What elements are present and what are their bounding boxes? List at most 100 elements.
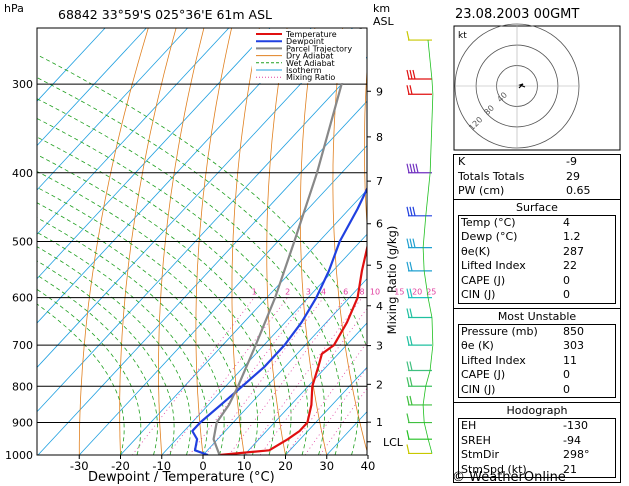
index-label: Totals Totals <box>458 169 525 183</box>
wind-barb-feather <box>409 308 413 318</box>
isotherm-line <box>37 28 106 102</box>
mixing-ratio-line <box>189 297 309 455</box>
wind-trace <box>429 94 434 173</box>
wind-trace <box>423 270 429 298</box>
series-line-temperature <box>219 243 367 455</box>
temperature-tick-label: 10 <box>237 459 252 473</box>
wind-barb-feather <box>412 69 416 80</box>
mixing-ratio-label: 3 <box>306 288 311 297</box>
legend-label: Dry Adiabat <box>286 52 333 61</box>
wind-barb-feather <box>409 395 413 406</box>
wet-adiabat-line <box>37 170 275 455</box>
wind-barb-feather <box>409 69 413 80</box>
wind-barb-feather <box>406 413 410 423</box>
legend-label: Parcel Trajectory <box>286 44 352 53</box>
dry-adiabat-line <box>395 28 451 455</box>
datetime-label: 23.08.2003 00GMT <box>455 7 580 22</box>
index-value: 0.65 <box>566 184 591 197</box>
wind-trace <box>425 172 431 216</box>
temperature-tick-label: 40 <box>361 459 376 473</box>
wind-barb-feather <box>406 288 410 298</box>
most-unstable-title: Most Unstable <box>497 309 577 323</box>
index-row: K -9 <box>454 155 620 170</box>
isotherm-line <box>202 278 367 455</box>
most-unstable-section: Most Unstable Pressure (mb) 850 θe (K) 303 L… <box>454 307 620 398</box>
wind-trace <box>427 439 433 454</box>
index-value: 29 <box>566 169 580 183</box>
wind-barb-feather <box>412 206 416 216</box>
dry-adiabat-line <box>266 28 288 455</box>
surface-row: Temp (°C) 4 <box>459 216 615 231</box>
mixing-ratio-line <box>167 297 288 455</box>
mixing-ratio-label: 2 <box>285 288 290 297</box>
wind-barb-feather <box>409 361 413 371</box>
wind-barb-feather <box>409 377 413 387</box>
hodograph-label: StmSpd (kt) <box>461 462 527 476</box>
wet-adiabat-line <box>37 274 158 455</box>
surface-value: 0 <box>563 273 570 287</box>
wind-barb-feather <box>406 69 410 80</box>
altitude-tick-label: 4 <box>376 300 383 313</box>
wind-barb-feather <box>409 238 413 248</box>
isotherm-line <box>37 28 147 147</box>
surface-label: Lifted Index <box>461 259 526 272</box>
wet-adiabat-line <box>37 288 142 455</box>
mixing-ratio-label: 8 <box>359 288 364 297</box>
hodograph-label: StmDir <box>461 448 500 461</box>
surface-value: 0 <box>563 288 570 301</box>
altitude-tick-label: 1 <box>376 416 383 429</box>
wind-barb-feather <box>409 336 413 346</box>
wet-adiabat-line <box>37 217 225 455</box>
wind-barb-feather <box>409 261 413 271</box>
hodograph-value: 21 <box>563 462 577 476</box>
mixing-ratio-line <box>304 366 367 455</box>
altitude-tick-label: 5 <box>376 259 383 272</box>
surface-label: Dewp (°C) <box>461 230 518 243</box>
dry-adiabat-line <box>620 28 629 455</box>
wind-barb-feather <box>406 206 410 216</box>
dry-adiabat-line <box>195 28 232 455</box>
wind-barb-feather <box>409 288 413 298</box>
wind-barb-feather <box>406 30 410 41</box>
wind-barb-feather <box>406 361 410 371</box>
wind-trace <box>425 370 431 387</box>
most-unstable-label: Lifted Index <box>461 353 526 367</box>
mixing-ratio-line <box>246 297 363 455</box>
dry-adiabat-line <box>119 28 177 455</box>
surface-value: 1.2 <box>563 230 581 243</box>
km-label: km <box>373 2 391 15</box>
wind-trace <box>429 345 434 371</box>
dry-adiabat-line <box>299 28 328 455</box>
hodograph-row: EH -130 <box>459 419 615 434</box>
surface-label: Temp (°C) <box>461 215 516 229</box>
pressure-tick-label: 800 <box>12 380 33 393</box>
temperature-tick-label: -30 <box>70 459 89 473</box>
surface-title: Surface <box>516 200 558 214</box>
hodograph-row: SREH -94 <box>459 434 615 449</box>
mixing-ratio-label: 15 <box>394 288 404 297</box>
surface-label: θe(K) <box>461 244 491 258</box>
altitude-tick-label: 6 <box>376 218 383 231</box>
mixing-ratio-label: 4 <box>321 288 326 297</box>
x-axis-label: Dewpoint / Temperature (°C) <box>88 470 275 485</box>
wind-trace <box>427 40 433 80</box>
wind-trace <box>431 317 434 346</box>
series-line-parcel-trajectory <box>212 28 362 455</box>
altitude-axis-label: km ASL <box>373 2 394 28</box>
wind-trace <box>422 247 425 271</box>
mixing-ratio-line <box>228 297 347 455</box>
surface-row: Lifted Index 22 <box>459 259 615 274</box>
wind-barb-feather <box>406 85 410 95</box>
altitude-tick-label: LCL <box>383 436 404 449</box>
temperature-tick-label: -20 <box>111 459 130 473</box>
surface-value: 22 <box>563 259 577 272</box>
pressure-tick-label: 900 <box>12 417 33 430</box>
isotherm-line <box>37 28 188 191</box>
mixing-ratio-label: 20 <box>412 288 422 297</box>
index-label: K <box>458 155 466 168</box>
wind-barb-feather <box>406 308 410 318</box>
legend-label: Dewpoint <box>286 37 324 46</box>
surface-row: CIN (J) 0 <box>459 288 615 303</box>
wind-barb-feather <box>406 377 410 387</box>
wind-trace <box>431 78 434 95</box>
